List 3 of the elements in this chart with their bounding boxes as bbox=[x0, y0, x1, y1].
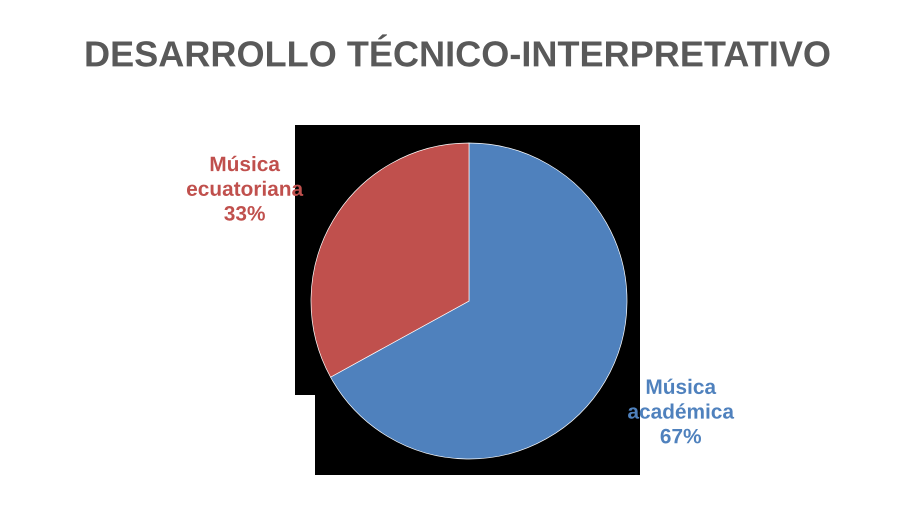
data-label: 33% bbox=[224, 206, 265, 221]
chart-title: DESARROLLO TÉCNICO-INTERPRETATIVO bbox=[86, 34, 830, 67]
data-label: 67% bbox=[660, 428, 702, 444]
